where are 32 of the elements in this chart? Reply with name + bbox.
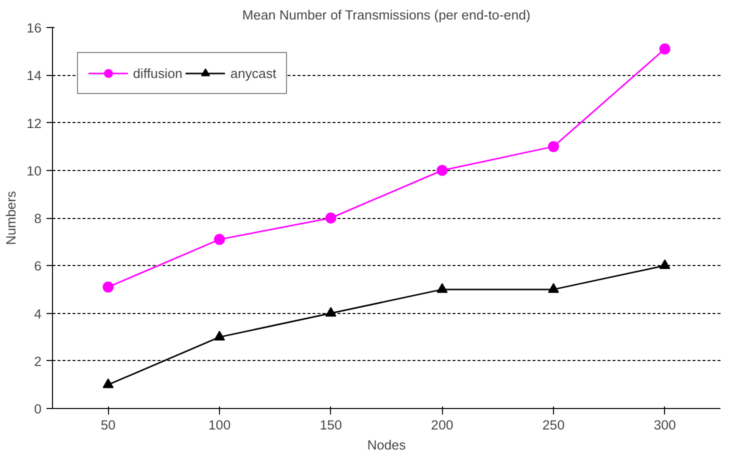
y-tick-label: 0 — [34, 402, 42, 416]
legend-label: anycast — [230, 66, 276, 80]
y-tick-label: 8 — [34, 211, 42, 226]
x-tick-label: 200 — [431, 418, 454, 432]
y-tick-label: 14 — [26, 68, 42, 84]
point — [102, 282, 114, 293]
legend-label: diffusion — [133, 66, 182, 80]
y-tick-label: 16 — [26, 20, 42, 36]
point — [102, 378, 114, 388]
x-tick-label: 50 — [100, 418, 116, 432]
point — [436, 283, 448, 293]
y-tick-label: 12 — [26, 116, 42, 131]
point — [325, 306, 336, 317]
point — [548, 283, 559, 293]
point — [214, 234, 225, 245]
x-tick-label: 250 — [542, 418, 565, 432]
x-tick-label: 100 — [208, 418, 231, 432]
x-tick-label: 300 — [654, 418, 676, 432]
point — [548, 141, 559, 152]
y-tick-label: 2 — [34, 354, 42, 369]
chart-title: Mean Number of Transmissions (per end-to-end) — [242, 8, 530, 22]
y-axis-title: Numbers — [4, 190, 19, 246]
x-tick-label: 150 — [320, 418, 342, 432]
point — [436, 164, 448, 176]
y-tick-label: 4 — [34, 306, 42, 322]
y-tick-label: 6 — [34, 258, 42, 274]
point — [214, 330, 225, 340]
point — [325, 212, 336, 224]
x-axis-title: Nodes — [367, 438, 406, 452]
point — [659, 43, 670, 54]
point — [659, 259, 670, 270]
y-tick-label: 10 — [26, 163, 42, 178]
